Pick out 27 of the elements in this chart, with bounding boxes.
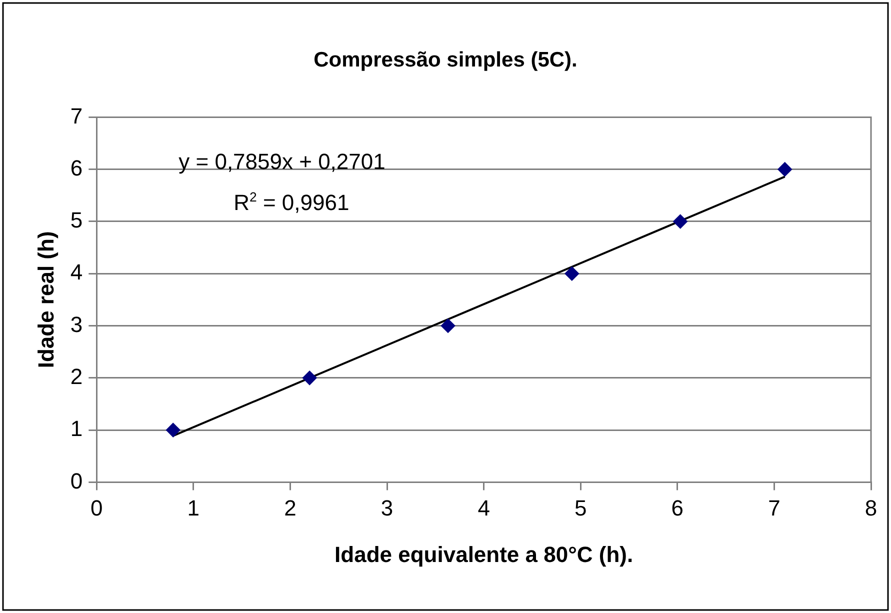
point: [673, 214, 688, 228]
y-tick-label: 4: [70, 260, 83, 285]
y-axis-title: Idade real (h): [33, 231, 58, 368]
x-axis-title: Idade equivalente a 80°C (h).: [334, 542, 634, 567]
y-tick-label: 0: [70, 468, 83, 494]
x-tick-label: 4: [478, 495, 490, 520]
y-tick-label: 7: [70, 103, 83, 128]
x-tick-label: 5: [574, 495, 587, 520]
y-tick-label: 2: [70, 364, 83, 389]
x-tick-label: 8: [864, 495, 878, 520]
x-tick-label: 2: [284, 495, 296, 520]
y-tick-label: 3: [70, 312, 83, 337]
x-tick-label: 1: [187, 495, 200, 520]
point: [564, 266, 579, 281]
point: [302, 370, 317, 385]
x-tick-label: 7: [768, 495, 780, 520]
x-tick-label: 6: [671, 495, 684, 520]
point: [441, 318, 456, 333]
y-tick-label: 6: [70, 155, 83, 180]
y-tick-label: 5: [70, 208, 83, 233]
y-tick-label: 1: [70, 416, 83, 442]
x-tick-label: 3: [380, 495, 394, 520]
point: [778, 162, 792, 176]
chart-title: Compressão simples (5C).: [314, 48, 578, 72]
point: [166, 423, 180, 438]
x-tick-label: 0: [90, 495, 103, 520]
annotation: y = 0,7859x + 0,2701: [178, 149, 386, 174]
